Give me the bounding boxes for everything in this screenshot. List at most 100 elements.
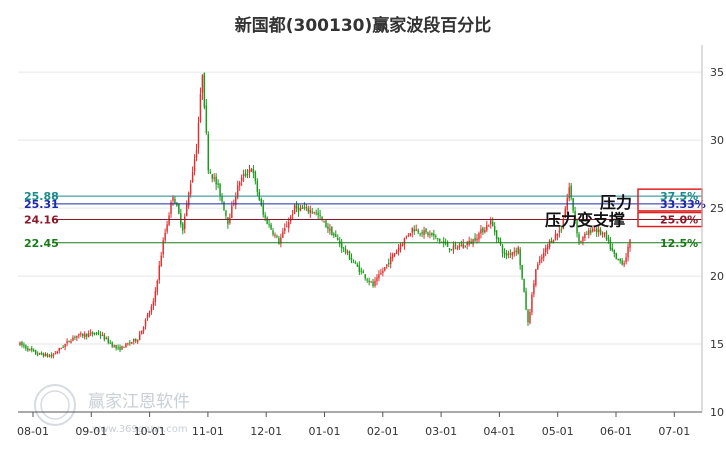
- candle-body: [399, 245, 402, 250]
- candle-body: [309, 209, 312, 214]
- candle-body: [425, 228, 427, 233]
- candle-body: [356, 264, 359, 267]
- candle-body: [511, 252, 514, 256]
- candle-body: [456, 247, 459, 249]
- candle-body: [466, 242, 468, 246]
- y-tick-label: 10: [710, 406, 724, 419]
- candle-body: [31, 347, 33, 351]
- level-pct-label: 37.5%: [660, 190, 698, 203]
- candlesticks: [19, 72, 631, 359]
- candle-body: [433, 233, 435, 236]
- y-tick-label: 35: [710, 66, 724, 79]
- candle-body: [613, 249, 616, 254]
- candle-body: [156, 280, 159, 292]
- candle-body: [82, 333, 84, 337]
- candle-body: [93, 333, 96, 335]
- candle-body: [448, 248, 451, 250]
- candle-body: [189, 183, 192, 194]
- candle-body: [235, 196, 237, 205]
- candle-body: [346, 251, 349, 253]
- candle-body: [550, 240, 553, 243]
- candle-body: [472, 239, 474, 245]
- x-tick-label: 09-01: [75, 425, 107, 438]
- candle-body: [391, 254, 394, 259]
- candle-body: [166, 224, 168, 232]
- candle-body: [95, 333, 98, 335]
- candle-body: [305, 207, 308, 209]
- candle-body: [164, 232, 166, 241]
- level-pct-label: 33.33%: [660, 198, 706, 211]
- candle-body: [248, 169, 251, 173]
- candle-body: [552, 239, 555, 243]
- candle-body: [364, 274, 366, 279]
- candle-body: [450, 249, 453, 251]
- annotation-pressure-to-support: 压力变支撑: [545, 211, 625, 230]
- candle-body: [519, 249, 521, 266]
- candle-body: [46, 353, 49, 357]
- candle-body: [264, 215, 266, 218]
- candle-body: [409, 232, 412, 236]
- candle-body: [56, 351, 59, 354]
- candle-body: [625, 257, 627, 263]
- candle-body: [546, 245, 549, 250]
- candle-body: [197, 122, 200, 149]
- y-tick-label: 20: [710, 270, 724, 283]
- candle-body: [219, 183, 221, 197]
- candle-body: [236, 185, 239, 198]
- candle-body: [225, 210, 227, 216]
- candle-body: [138, 334, 141, 341]
- candle-body: [87, 333, 90, 338]
- candle-body: [333, 233, 335, 236]
- level-pct-label: 12.5%: [660, 237, 698, 250]
- candle-body: [429, 233, 431, 235]
- annotation-pressure: 压力: [600, 193, 632, 212]
- candle-body: [129, 342, 131, 344]
- candle-body: [423, 230, 425, 236]
- candle-body: [317, 212, 319, 215]
- candle-body: [464, 245, 466, 247]
- candle-body: [32, 349, 35, 351]
- x-tick-label: 02-01: [367, 425, 399, 438]
- candle-body: [419, 233, 421, 235]
- candle-body: [54, 353, 57, 355]
- level-value-label: 22.45: [24, 237, 59, 250]
- candle-body: [205, 105, 208, 133]
- candle-body: [537, 264, 539, 270]
- candle-body: [295, 204, 298, 209]
- candle-body: [315, 212, 317, 214]
- candle-body: [484, 229, 486, 233]
- candle-body: [376, 277, 378, 282]
- candle-body: [358, 265, 361, 272]
- candle-body: [287, 221, 290, 228]
- candle-body: [591, 228, 594, 232]
- candle-body: [174, 198, 176, 204]
- candle-body: [221, 196, 223, 202]
- candle-body: [19, 342, 21, 346]
- candle-body: [576, 219, 578, 234]
- candle-body: [76, 335, 78, 338]
- candle-body: [119, 347, 121, 351]
- candle-body: [578, 234, 580, 242]
- candle-body: [580, 241, 582, 243]
- candle-body: [121, 345, 123, 350]
- candle-body: [513, 251, 516, 254]
- candle-body: [374, 280, 376, 286]
- candle-body: [548, 240, 551, 247]
- x-tick-label: 05-01: [542, 425, 574, 438]
- candle-body: [301, 207, 304, 209]
- candle-body: [476, 238, 478, 241]
- candle-body: [515, 250, 517, 253]
- candle-body: [252, 168, 255, 174]
- candle-body: [209, 172, 211, 174]
- grid-lines: [18, 71, 702, 345]
- candle-body: [623, 263, 625, 265]
- candle-body: [617, 258, 619, 260]
- candle-body: [25, 345, 27, 349]
- candle-body: [211, 174, 213, 179]
- candle-body: [595, 228, 598, 233]
- candle-body: [158, 265, 160, 281]
- candle-body: [397, 247, 400, 252]
- candle-body: [558, 230, 561, 233]
- candle-body: [327, 226, 329, 230]
- candle-body: [207, 134, 210, 171]
